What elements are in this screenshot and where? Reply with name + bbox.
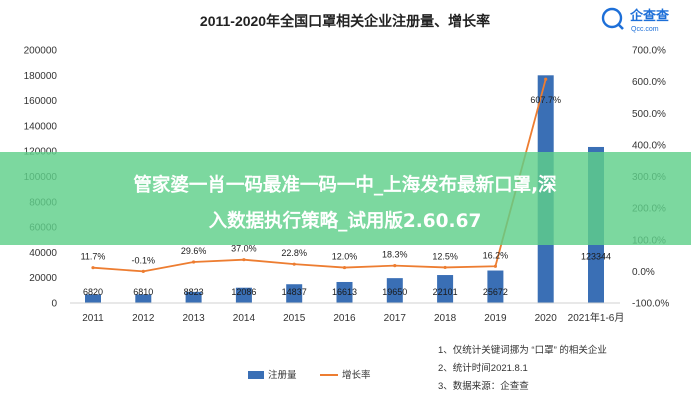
logo-name: 企查查 [629,8,670,23]
y-right-tick-label: 0.0% [632,267,655,278]
x-tick-label: 2012 [132,313,155,324]
bar-value-label: 25672 [483,287,508,297]
rate-value-label: 37.0% [231,244,257,254]
y-right-tick-label: 500.0% [632,109,666,120]
rate-point [342,265,347,270]
y-left-tick-label: 160000 [24,96,58,107]
rate-point [393,263,397,268]
y-left-tick-label: 140000 [24,121,58,132]
y-left-tick-label: 0 [51,299,57,310]
legend-label-bar: 注册量 [268,369,297,381]
note-1: 1、仅统计关键词挪为 “口罩” 的相关企业 [438,344,607,356]
bar-value-label: 16613 [332,287,357,297]
bar-value-label: 123344 [581,251,611,261]
y-left-tick-label: 40000 [29,248,57,259]
banner-line-1: 管家婆一肖一码最准一码一中_上海发布最新口罩,深 [133,174,557,196]
note-2: 2、统计时间2021.8.1 [438,362,528,374]
y-right-tick-label: -100.0% [632,299,669,310]
y-right-tick-label: 700.0% [632,46,666,57]
data-labels-group: 6820 6810 8823 12086 14837 16613 19650 22101 256… [81,95,611,297]
y-left-tick-label: 200000 [24,46,58,57]
bar [85,294,101,303]
banner-overlay: 管家婆一肖一码最准一码一中_上海发布最新口罩,深 入数据执行策略_试用版2.60… [0,152,691,245]
x-tick-label: 2020 [535,313,558,324]
rate-point [493,264,497,268]
rate-point [544,77,548,81]
x-tick-label: 2014 [233,313,256,324]
rate-value-label: -0.1% [132,255,156,265]
bar [437,275,454,303]
x-tick-label: 2013 [182,313,205,324]
x-tick-label: 2017 [384,313,407,324]
y-left-tick-label: 20000 [29,273,57,284]
rate-value-label: 22.8% [281,248,307,258]
bar-value-label: 14837 [282,287,307,297]
bar [135,294,152,303]
rate-point [192,260,196,264]
bar [286,284,303,303]
legend-swatch-bar [248,371,264,379]
bar [235,287,252,303]
logo: 企查查 Qcc.com [601,7,670,33]
rate-value-label: 18.3% [382,250,408,260]
bar [336,281,353,303]
logo-domain: Qcc.com [631,26,659,33]
bar [185,291,202,303]
x-tick-label: 2019 [484,313,507,324]
rate-value-label: 16.2% [483,250,509,260]
rate-value-label: 607.7% [530,95,561,105]
rate-line [92,78,547,273]
x-tick-label: 2016 [333,313,356,324]
rate-point [443,265,447,270]
bar-value-label: 6810 [133,287,153,297]
y-right-tick-label: 600.0% [632,77,666,88]
bar-value-label: 6820 [83,287,103,297]
bar-value-label: 8823 [184,287,204,297]
bar [487,270,504,303]
bar-value-label: 19650 [382,287,407,297]
bar-value-label: 22101 [433,287,458,297]
x-tick-label: 2015 [283,313,306,324]
rate-value-label: 11.7% [81,252,106,262]
bar [386,278,403,303]
rate-point [141,269,145,274]
chart-title: 2011-2020年全国口罩相关企业注册量、增长率 [200,13,490,29]
rate-point [91,266,95,270]
rate-line-group [91,77,548,274]
banner-line-2: 入数据执行策略_试用版2.60.67 [209,210,482,232]
legend: 注册量 增长率 [248,369,371,381]
bar-value-label: 12086 [231,287,256,297]
x-tick-label: 2018 [434,313,457,324]
rate-point [242,258,246,262]
note-3: 3、数据来源：企查查 [438,380,529,392]
y-left-tick-label: 180000 [24,71,58,82]
rate-value-label: 29.6% [181,246,207,256]
y-right-tick-label: 400.0% [632,140,666,151]
rate-value-label: 12.0% [332,252,358,262]
logo-icon [601,7,623,29]
banner-background [0,152,691,245]
x-tick-label: 2011 [82,313,104,324]
rate-value-label: 12.5% [432,251,458,261]
logo-icon-handle [617,23,624,30]
x-tick-label: 2021年1-6月 [568,311,625,324]
notes: 1、仅统计关键词挪为 “口罩” 的相关企业 2、统计时间2021.8.1 3、数… [438,344,607,392]
rate-point [292,262,296,266]
legend-label-line: 增长率 [342,369,371,381]
